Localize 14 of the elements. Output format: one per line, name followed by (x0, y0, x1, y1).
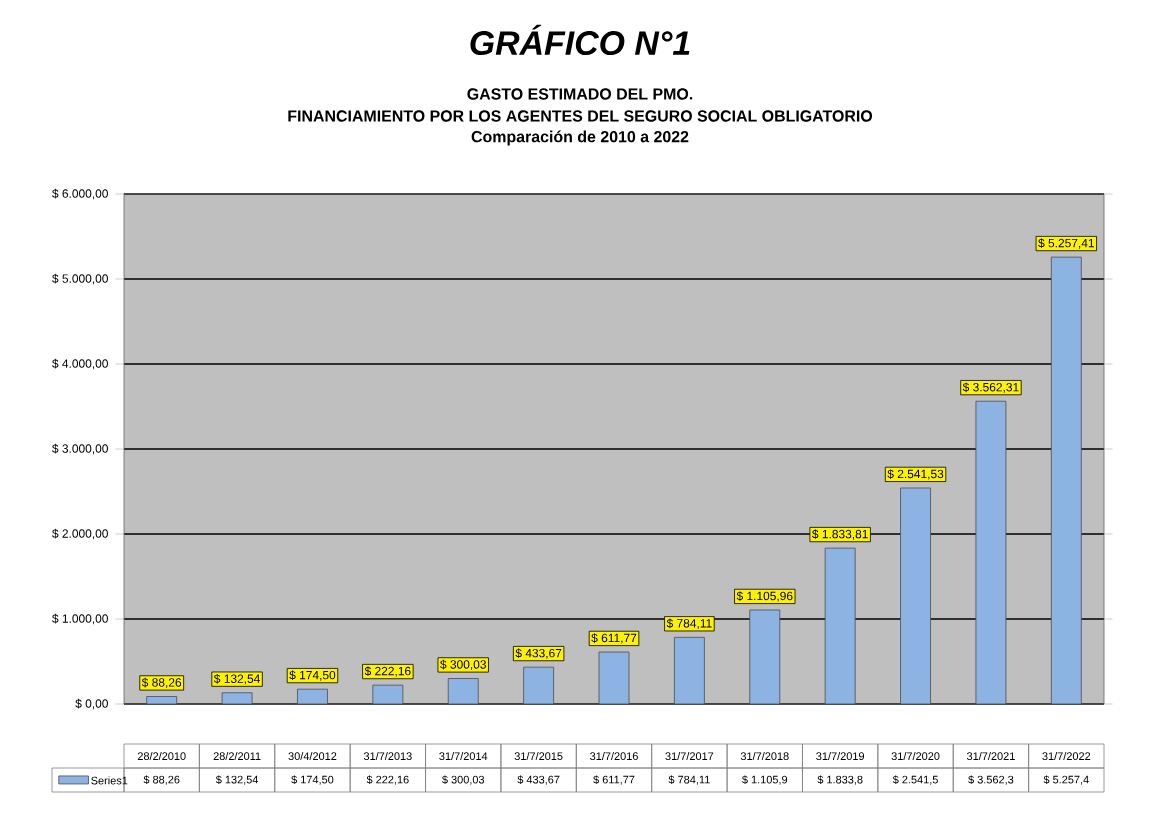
bar (749, 609, 781, 705)
bar (900, 487, 931, 705)
bar (523, 666, 555, 705)
bar (975, 400, 1007, 705)
bar (146, 696, 178, 705)
bar (372, 684, 404, 705)
bar (673, 636, 705, 705)
bar (824, 547, 856, 705)
bar (297, 688, 328, 705)
bar (221, 692, 253, 705)
chart-title: GRÁFICO N°1 (470, 24, 690, 56)
bar (1050, 256, 1082, 705)
bar (447, 678, 479, 705)
bar (598, 651, 630, 705)
